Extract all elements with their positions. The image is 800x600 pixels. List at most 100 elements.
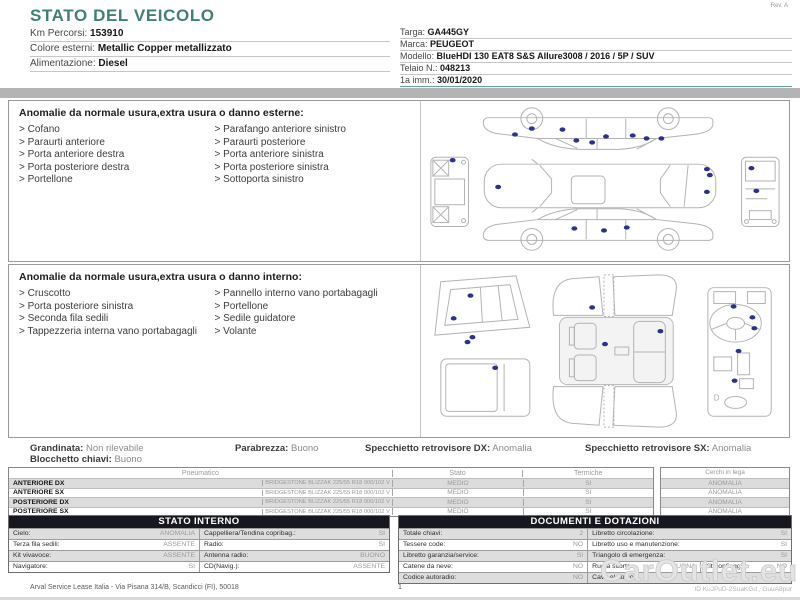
summary-value: Buono xyxy=(290,443,319,454)
info-value: 153910 xyxy=(90,28,124,39)
cell-label: Kit vivavoce: xyxy=(13,552,52,559)
cell-label: Libretto garanzia/service: xyxy=(403,552,479,559)
cell-value: SI xyxy=(780,552,787,559)
anomaly-item: Portellone xyxy=(215,301,405,314)
anomaly-item: Paraurti anteriore xyxy=(19,137,209,150)
info-row-colore: Colore esterni: Metallic Copper metalliz… xyxy=(30,42,390,57)
table-row: Tessere code: NO Libretto uso e manutenzi… xyxy=(399,539,791,550)
tyre-termiche: SI xyxy=(522,479,653,487)
cell-label: Kit gonfiaggio: xyxy=(704,563,748,570)
cell-value: ANOMALIA xyxy=(159,530,195,537)
damage-dot xyxy=(492,365,499,370)
damage-dot xyxy=(559,127,566,132)
anomaly-item: Parafango anteriore sinistro xyxy=(215,124,405,137)
tyre-row: ANTERIORE SX BRIDGESTONE BLIZZAK 225/55 … xyxy=(9,487,653,498)
damage-dot xyxy=(730,304,737,309)
info-value: Metallic Copper metallizzato xyxy=(97,43,232,54)
info-label: Km Percorsi: xyxy=(30,28,88,39)
anomaly-item: Seconda fila sedili xyxy=(19,313,209,326)
info-label: 1a imm.: xyxy=(400,75,435,85)
cerchi-row: ANOMALIA xyxy=(661,478,789,488)
damage-dot xyxy=(467,293,474,298)
tyre-spec: BRIDGESTONE BLIZZAK 225/55 R18 000/102 V xyxy=(261,508,392,515)
table-row: Cielo: ANOMALIA Cappelliera/Tendina copri… xyxy=(9,528,389,539)
summary-value: Buono xyxy=(114,454,142,465)
footer-company: Arval Service Lease Italia - Via Pisana … xyxy=(30,584,239,591)
tyre-spec: BRIDGESTONE BLIZZAK 225/55 R18 000/102 V xyxy=(261,489,392,496)
table-row: Totale chiavi: 2 Libretto circolazione: SI xyxy=(399,528,791,539)
damage-dot xyxy=(603,134,609,139)
table-row: Catene da neve: NO Ruota scorta: BUONA Kit… xyxy=(399,561,791,572)
tyre-termiche: SI xyxy=(522,508,653,516)
exterior-anomalies-title: Anomalie da normale usura,extra usura o … xyxy=(19,107,304,119)
cell-label: Radio: xyxy=(204,541,224,548)
tyre-position: ANTERIORE DX xyxy=(13,479,65,487)
caroutlet-watermark: CarOutlet.eu xyxy=(599,553,798,589)
gear-letter: D xyxy=(714,393,720,402)
info-label: Targa: xyxy=(400,27,426,37)
info-label: Marca: xyxy=(400,39,428,49)
cell-label: Codice autoradio: xyxy=(403,574,457,581)
table-row: Kit vivavoce: ASSENTE Antenna radio: BUONO xyxy=(9,550,389,561)
damage-dot xyxy=(657,329,664,334)
stato-interno-title: STATO INTERNO xyxy=(9,516,389,528)
cell-label: Ruota scorta: xyxy=(592,563,633,570)
summary-value: Anomalia xyxy=(711,443,752,454)
cerchi-row: ANOMALIA xyxy=(661,487,789,498)
damage-dots xyxy=(449,126,760,233)
car-interior-views-icon: D xyxy=(434,274,772,428)
damage-dot xyxy=(751,326,758,331)
tyre-position: POSTERIORE SX xyxy=(13,508,69,516)
anomaly-item: Porta anteriore destra xyxy=(19,149,209,162)
summary-grandinata: Grandinata: Non rilevabile xyxy=(30,443,144,454)
documenti-table: DOCUMENTI E DOTAZIONI Totale chiavi: 2 Li… xyxy=(398,515,792,584)
anomaly-item: Cruscotto xyxy=(19,288,209,301)
damage-dot xyxy=(573,138,580,143)
damage-dot xyxy=(731,378,738,383)
cell-value: SI xyxy=(188,563,195,570)
interior-anomalies-list: Anomalie da normale usura,extra usura o … xyxy=(9,265,421,437)
tyres-table-cerchi: Cerchi in lega ANOMALIA ANOMALIA ANOMALI… xyxy=(660,467,790,517)
cerchi-value: ANOMALIA xyxy=(708,508,742,516)
vehicle-info-left: Km Percorsi: 153910 Colore esterni: Meta… xyxy=(30,27,390,72)
tyre-stato: MEDIO xyxy=(392,508,522,516)
cell-label: Navigatore: xyxy=(13,563,48,570)
tyre-position: POSTERIORE DX xyxy=(13,498,69,506)
tyres-table: Pneumatico Stato Termiche ANTERIORE DX B… xyxy=(8,467,790,517)
interior-anomalies-title: Anomalie da normale usura,extra usura o … xyxy=(19,271,302,283)
anomaly-item: Porta posteriore destra xyxy=(19,162,209,175)
condition-summary: Grandinata: Non rilevabile Parabrezza: B… xyxy=(0,443,800,467)
summary-value: Non rilevabile xyxy=(85,443,144,454)
cerchi-value: ANOMALIA xyxy=(708,498,742,506)
anomaly-item: Porta posteriore sinistra xyxy=(19,301,209,314)
tyre-stato: MEDIO xyxy=(392,498,522,506)
anomaly-item: Volante xyxy=(215,326,405,339)
cell-label: Antenna radio: xyxy=(204,552,249,559)
cell-value: SI xyxy=(780,530,787,537)
damage-dot xyxy=(753,188,760,194)
cell-value: ASSENTE xyxy=(163,541,195,548)
cell-value: NO xyxy=(572,574,584,581)
anomaly-item: Paraurti posteriore xyxy=(215,137,405,150)
anomaly-item: Sottoporta sinistro xyxy=(215,174,405,187)
summary-parabrezza: Parabrezza: Buono xyxy=(235,443,318,454)
cell-value: SI xyxy=(378,541,385,548)
cell-value: 2 xyxy=(579,530,584,537)
damage-dot xyxy=(464,339,471,345)
stato-interno-table: STATO INTERNO Cielo: ANOMALIA Cappelliera… xyxy=(8,515,390,573)
cell-value: ASSENTE xyxy=(163,552,195,559)
info-row-marca: Marca: PEUGEOT xyxy=(400,39,792,51)
cell-value: BUONA xyxy=(671,563,696,570)
damage-dot xyxy=(589,305,596,310)
header-cerchi-label: Cerchi in lega xyxy=(705,469,745,476)
info-row-modello: Modello: BlueHDI 130 EAT8 S&S Allure3008… xyxy=(400,51,792,63)
damage-dot xyxy=(469,334,476,340)
info-value: 30/01/2020 xyxy=(437,75,483,85)
damage-dot xyxy=(449,158,456,163)
exterior-anomalies-panel: Anomalie da normale usura,extra usura o … xyxy=(8,100,790,262)
table-row: Codice autoradio: NO Cavo elettrico: xyxy=(399,572,791,583)
info-value: 048213 xyxy=(440,63,471,73)
info-row-km: Km Percorsi: 153910 xyxy=(30,27,390,42)
cell-label: Libretto uso e manutenzione: xyxy=(592,541,680,548)
cerchi-row: ANOMALIA xyxy=(661,497,789,507)
